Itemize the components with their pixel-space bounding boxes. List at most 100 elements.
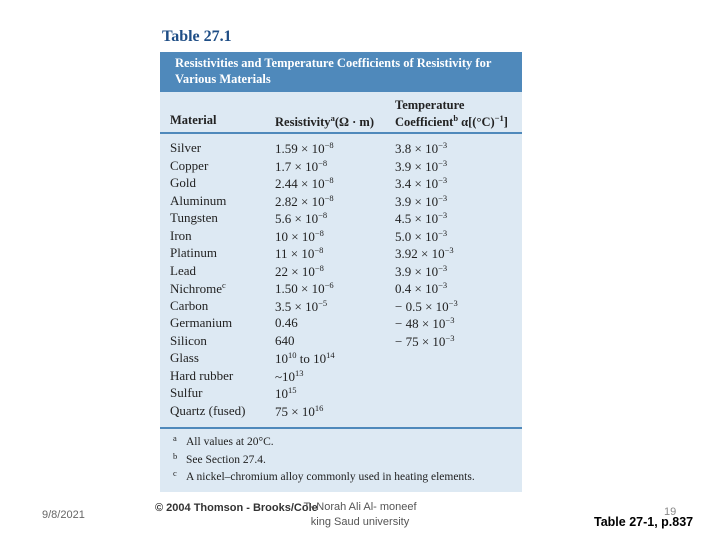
text: Platinum xyxy=(170,245,217,260)
superscript: −3 xyxy=(438,210,448,220)
text: Silver xyxy=(170,140,202,155)
text: to 10 xyxy=(296,351,327,366)
text: Material xyxy=(170,113,217,127)
table-cell: 2.44 × 10−8 xyxy=(275,175,334,192)
superscript: −8 xyxy=(314,245,324,255)
table-cell: Carbon xyxy=(170,298,208,314)
text: Resistivity xyxy=(275,115,331,129)
table-cell: − 0.5 × 10−3 xyxy=(395,298,458,315)
table-cell: Silicon xyxy=(170,333,207,349)
table-cell: 1.7 × 10−8 xyxy=(275,158,327,175)
text: Glass xyxy=(170,350,199,365)
text: 75 × 10 xyxy=(275,403,315,419)
text: 3.5 × 10 xyxy=(275,298,319,314)
table-cell: 640 xyxy=(275,333,295,349)
text: Gold xyxy=(170,175,196,190)
superscript: −5 xyxy=(318,297,328,308)
text: 3.4 × 10 xyxy=(395,176,439,191)
text: Lead xyxy=(170,262,196,278)
text: 2.82 × 10 xyxy=(275,193,325,209)
text: Germanium xyxy=(170,315,233,330)
text: 640 xyxy=(275,332,295,348)
table-cell: Copper xyxy=(170,158,208,174)
text: − 75 × 10 xyxy=(395,333,446,349)
superscript: −3 xyxy=(438,175,448,185)
superscript: a xyxy=(330,113,335,123)
superscript: −3 xyxy=(448,297,458,308)
table-cell: 3.92 × 10−3 xyxy=(395,245,454,262)
superscript: 16 xyxy=(314,402,324,413)
table-cell: 3.8 × 10−3 xyxy=(395,140,447,157)
text: (Ω · m) xyxy=(334,115,374,129)
table-cell: 3.9 × 10−3 xyxy=(395,158,447,175)
date: 9/8/2021 xyxy=(42,509,85,521)
footnote-text: A nickel–chromium alloy commonly used in… xyxy=(186,471,475,483)
superscript: 14 xyxy=(326,350,335,360)
text: Tungsten xyxy=(170,210,218,225)
text: Aluminum xyxy=(170,192,227,208)
superscript: −3 xyxy=(438,262,448,273)
text: 22 × 10 xyxy=(275,263,315,279)
table-cell: Glass xyxy=(170,350,199,366)
table-cell: 75 × 1016 xyxy=(275,403,323,420)
table-cell: Tungsten xyxy=(170,210,218,226)
text: 10 xyxy=(275,351,288,366)
column-header: Material xyxy=(170,113,217,128)
table-panel xyxy=(160,52,522,492)
text: Nichrome xyxy=(170,281,222,296)
superscript: −3 xyxy=(438,157,448,168)
text: 3.9 × 10 xyxy=(395,158,439,174)
text: 0.46 xyxy=(275,315,298,330)
table-cell: 0.46 xyxy=(275,315,298,331)
text: Iron xyxy=(170,227,192,243)
footnote-text: See Section 27.4. xyxy=(186,453,266,466)
table-cell: 3.9 × 10−3 xyxy=(395,193,447,210)
header-rule xyxy=(160,132,522,134)
footnote-mark: a xyxy=(173,433,177,443)
text: 4.5 × 10 xyxy=(395,211,439,226)
text: 1.7 × 10 xyxy=(275,158,319,174)
table-cell: Iron xyxy=(170,228,192,244)
column-header: Coefficientb α[(°C)−1] xyxy=(395,113,508,130)
table-cell: 10 × 10−8 xyxy=(275,228,324,245)
superscript: −8 xyxy=(314,262,324,273)
text: 5.0 × 10 xyxy=(395,228,439,244)
text: Hard rubber xyxy=(170,367,234,383)
table-cell: Gold xyxy=(170,175,196,191)
superscript: −3 xyxy=(438,227,448,238)
table-cell: Silver xyxy=(170,140,201,156)
copyright: © 2004 Thomson - Brooks/Cole xyxy=(155,502,318,514)
table-cell: 4.5 × 10−3 xyxy=(395,210,447,227)
table-title: Resistivities and Temperature Coefficien… xyxy=(175,56,492,86)
table-cell: Aluminum xyxy=(170,193,226,209)
text: Copper xyxy=(170,157,209,173)
superscript: b xyxy=(453,113,459,123)
table-cell: 3.5 × 10−5 xyxy=(275,298,327,315)
text: 10 xyxy=(275,386,288,401)
table-cell: 1010 to 1014 xyxy=(275,350,335,367)
table-cell: 0.4 × 10−3 xyxy=(395,280,447,297)
text: 10 × 10 xyxy=(275,228,315,244)
table-cell: 3.9 × 10−3 xyxy=(395,263,447,280)
footnote-mark: c xyxy=(173,468,177,478)
table-cell: Platinum xyxy=(170,245,217,261)
title-band xyxy=(160,52,522,92)
table-cell: 11 × 10−8 xyxy=(275,245,323,262)
table-cell: Sulfur xyxy=(170,385,203,401)
superscript: −3 xyxy=(438,140,448,150)
text: 0.4 × 10 xyxy=(395,281,439,296)
table-cell: ~1013 xyxy=(275,368,304,385)
institution: king Saud university xyxy=(310,516,410,528)
column-header: Temperature xyxy=(395,98,464,113)
text: Sulfur xyxy=(170,385,203,400)
text: Temperature xyxy=(395,98,465,112)
superscript: c xyxy=(221,280,226,290)
superscript: −3 xyxy=(445,315,455,325)
superscript: −8 xyxy=(318,157,328,168)
superscript: −3 xyxy=(444,245,454,255)
table-cell: Hard rubber xyxy=(170,368,233,384)
column-header: Resistivitya(Ω · m) xyxy=(275,113,374,130)
table-cell: Germanium xyxy=(170,315,232,331)
table-cell: 2.82 × 10−8 xyxy=(275,193,334,210)
